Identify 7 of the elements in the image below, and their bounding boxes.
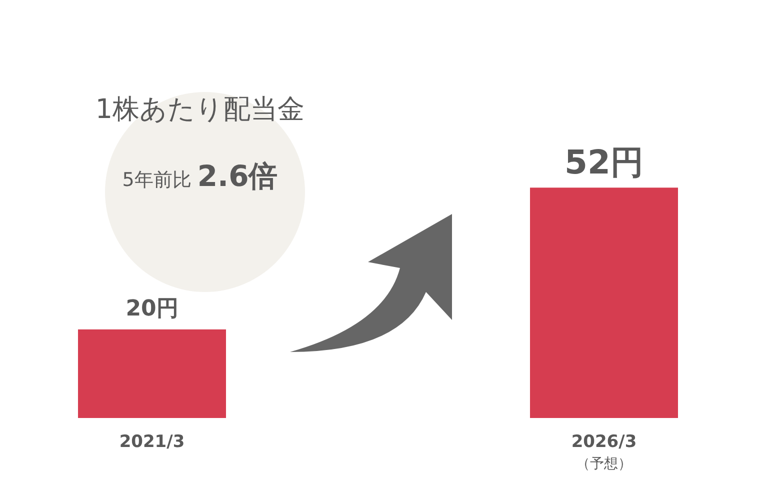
data-label: 52円 [564, 142, 644, 182]
x-tick-label: 2026/3 [571, 432, 637, 452]
chart-subtitle: 5年前比 2.6倍 [122, 159, 278, 193]
data-label: 20円 [126, 296, 178, 322]
text: （予想） [576, 456, 632, 472]
x-tick-label: 2021/3 [119, 432, 185, 452]
chart-title: 1株あたり配当金 [95, 94, 305, 125]
